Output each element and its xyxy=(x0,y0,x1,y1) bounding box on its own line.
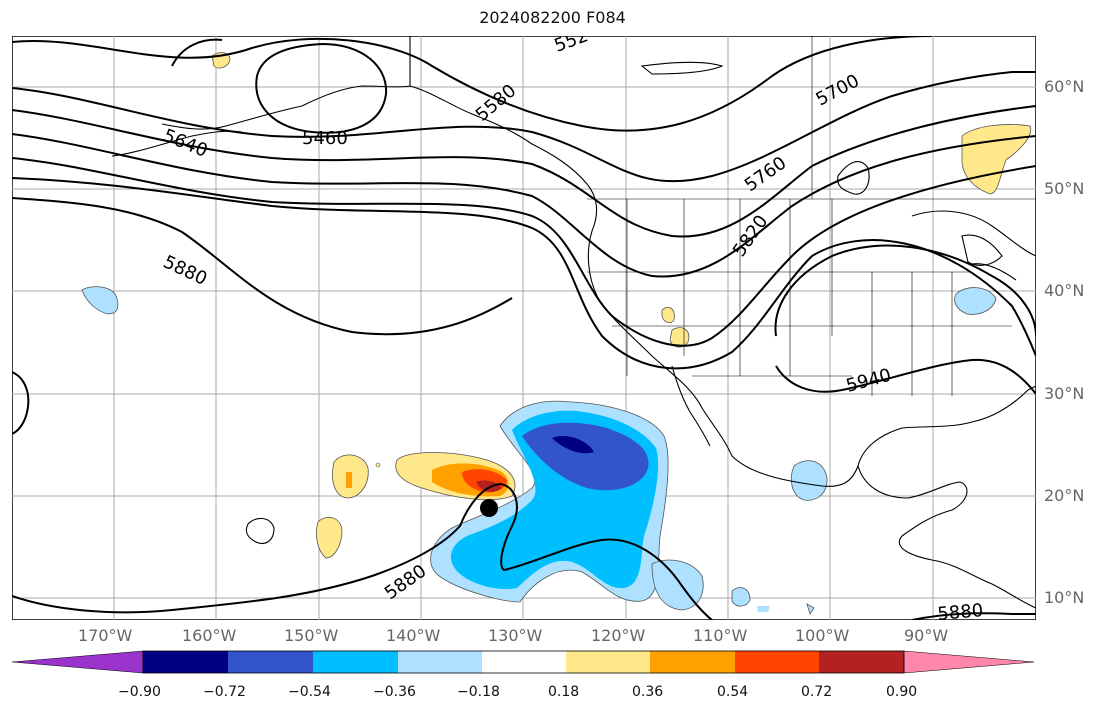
colorbar-tick-label: 0.36 xyxy=(632,684,664,700)
colorbar-swatch xyxy=(566,651,650,673)
lon-label: 90°W xyxy=(904,626,949,645)
height-contours xyxy=(12,36,1036,620)
lat-label: 50°N xyxy=(1044,179,1085,198)
colorbar xyxy=(11,650,1035,674)
lon-label: 140°W xyxy=(386,626,441,645)
lat-label: 30°N xyxy=(1044,384,1085,403)
lat-label: 60°N xyxy=(1044,77,1085,96)
colorbar-swatch xyxy=(11,650,144,674)
colorbar-tick-label: 0.72 xyxy=(801,684,833,700)
colorbar-tick-label: −0.54 xyxy=(288,684,331,700)
map-panel: 552 5460 5640 5580 5700 5760 5820 5880 5… xyxy=(12,36,1036,620)
colorbar-swatch xyxy=(398,651,482,673)
colorbar-swatch xyxy=(143,651,228,673)
lat-label: 40°N xyxy=(1044,281,1085,300)
lon-label: 170°W xyxy=(78,626,133,645)
colorbar-tick-label: −0.36 xyxy=(373,684,416,700)
storm-center-marker xyxy=(480,499,498,517)
lat-label: 10°N xyxy=(1044,588,1085,607)
colorbar-tick-label: 0.90 xyxy=(886,684,918,700)
lon-label: 160°W xyxy=(182,626,237,645)
colorbar-tick-label: −0.90 xyxy=(118,684,161,700)
colorbar-swatch xyxy=(228,651,313,673)
colorbar-swatch xyxy=(819,651,904,673)
chart-title: 2024082200 F084 xyxy=(479,8,626,27)
contour-label: 5460 xyxy=(302,128,348,149)
lon-label: 110°W xyxy=(693,626,748,645)
contour-label: 5880 xyxy=(937,600,984,620)
lon-label: 120°W xyxy=(591,626,646,645)
colorbar-swatch xyxy=(482,651,566,673)
anomaly-fill-negative xyxy=(81,286,997,615)
colorbar-swatch xyxy=(313,651,398,673)
political-borders xyxy=(409,36,1036,396)
colorbar-swatch xyxy=(735,651,819,673)
lon-label: 150°W xyxy=(284,626,339,645)
colorbar-swatch xyxy=(903,650,1035,674)
lon-label: 130°W xyxy=(488,626,543,645)
colorbar-tick-label: −0.18 xyxy=(457,684,500,700)
lat-label: 20°N xyxy=(1044,486,1085,505)
colorbar-swatch xyxy=(650,651,735,673)
colorbar-tick-label: 0.54 xyxy=(717,684,749,700)
lon-label: 100°W xyxy=(795,626,850,645)
colorbar-tick-label: −0.72 xyxy=(203,684,246,700)
colorbar-tick-label: 0.18 xyxy=(548,684,580,700)
